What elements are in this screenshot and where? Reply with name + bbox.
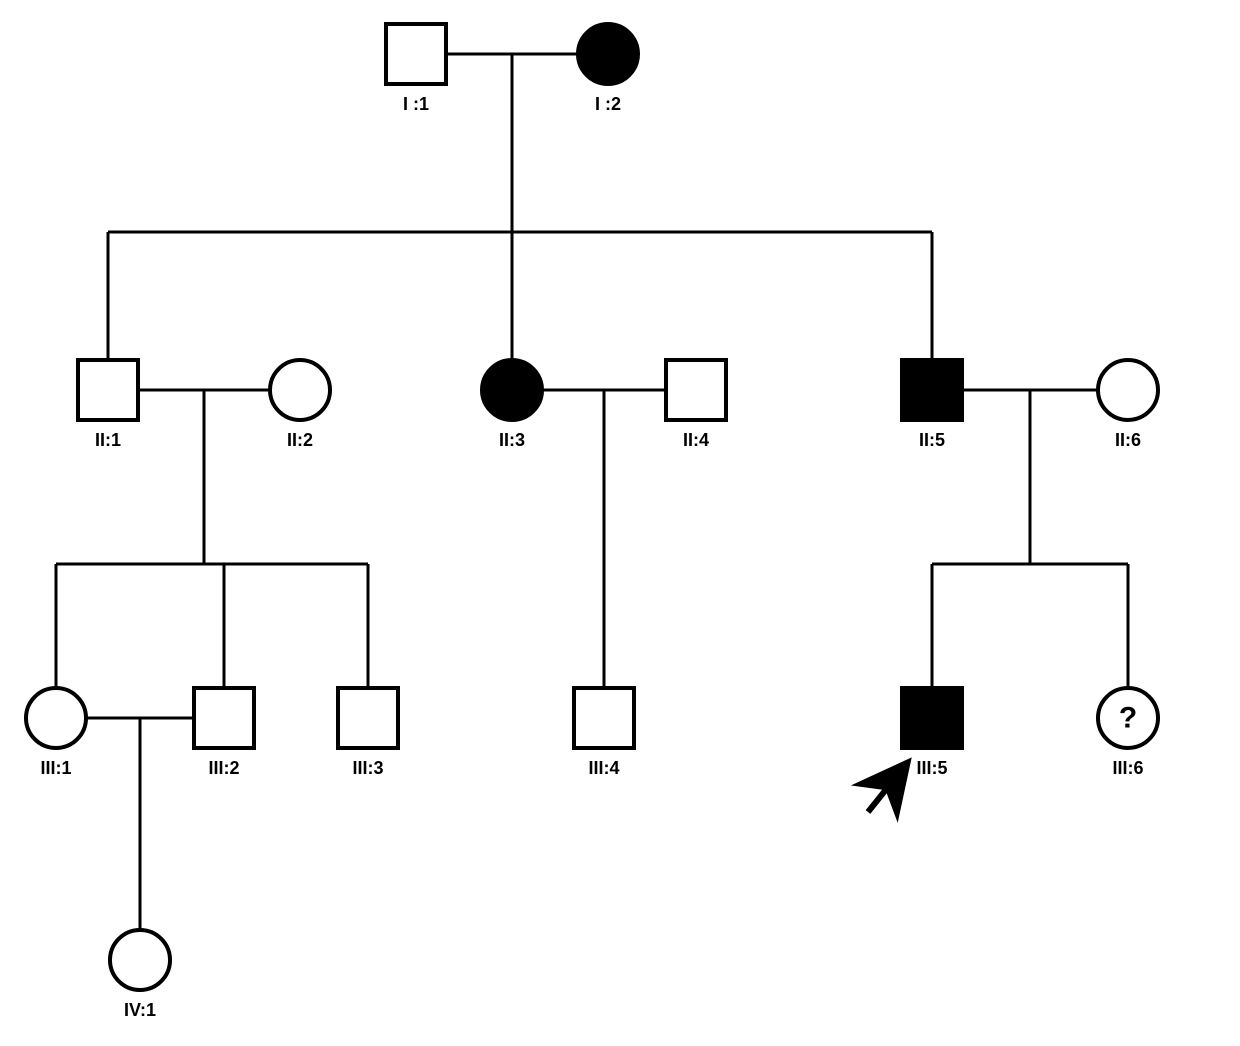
individual-III-4: III:4 xyxy=(574,688,634,778)
label-II-2: II:2 xyxy=(287,430,313,450)
label-I-1: I :1 xyxy=(403,94,429,114)
label-II-5: II:5 xyxy=(919,430,945,450)
individual-I-2: I :2 xyxy=(578,24,638,114)
individual-II-5: II:5 xyxy=(902,360,962,450)
label-III-4: III:4 xyxy=(588,758,619,778)
label-I-2: I :2 xyxy=(595,94,621,114)
unknown-status-mark: ? xyxy=(1119,702,1137,735)
individual-I-1: I :1 xyxy=(386,24,446,114)
label-III-5: III:5 xyxy=(916,758,947,778)
label-III-6: III:6 xyxy=(1112,758,1143,778)
individual-II-1: II:1 xyxy=(78,360,138,450)
individual-III-5: III:5 xyxy=(902,688,962,778)
label-IV-1: IV:1 xyxy=(124,1000,156,1020)
individual-II-6: II:6 xyxy=(1098,360,1158,450)
pedigree-diagram: I :1 I :2 II:1 II:2 II:3 II:4 II:5 II:6 III:1 III… xyxy=(0,0,1240,1046)
label-III-3: III:3 xyxy=(352,758,383,778)
proband-arrow xyxy=(868,762,908,812)
individual-III-6: ? III:6 xyxy=(1098,688,1158,778)
label-II-6: II:6 xyxy=(1115,430,1141,450)
label-III-1: III:1 xyxy=(40,758,71,778)
label-III-2: III:2 xyxy=(208,758,239,778)
individual-II-2: II:2 xyxy=(270,360,330,450)
label-II-1: II:1 xyxy=(95,430,121,450)
individual-III-3: III:3 xyxy=(338,688,398,778)
individual-III-1: III:1 xyxy=(26,688,86,778)
label-II-3: II:3 xyxy=(499,430,525,450)
individual-III-2: III:2 xyxy=(194,688,254,778)
individual-II-4: II:4 xyxy=(666,360,726,450)
individual-II-3: II:3 xyxy=(482,360,542,450)
individual-IV-1: IV:1 xyxy=(110,930,170,1020)
label-II-4: II:4 xyxy=(683,430,709,450)
